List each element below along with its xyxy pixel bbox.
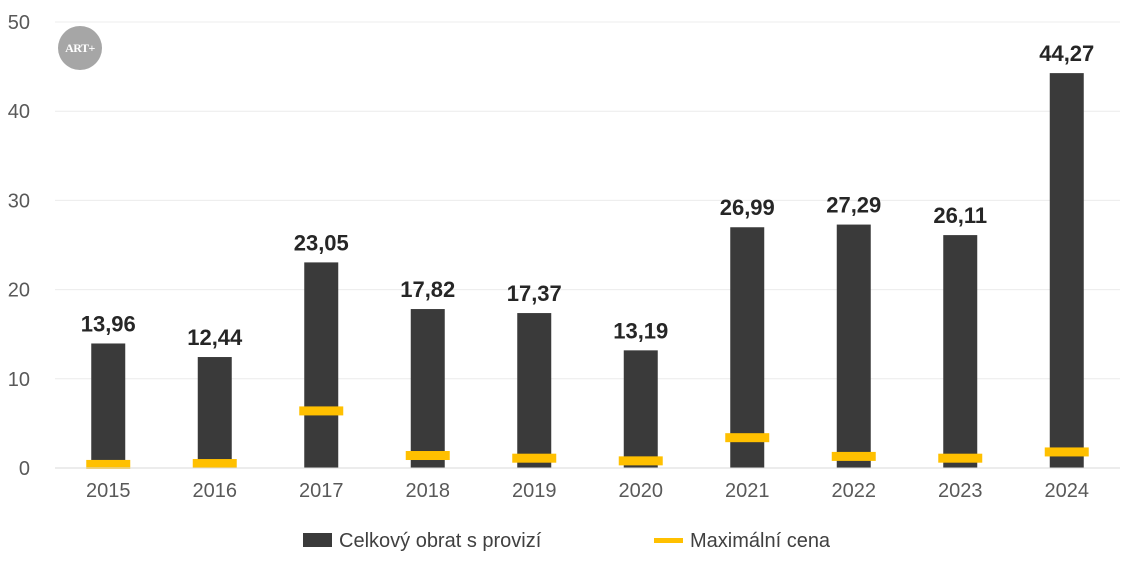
y-axis-ticks: 0 10 20 30 40 50 — [8, 12, 30, 480]
bar — [943, 235, 978, 468]
legend-item-max-price: Maximální cena — [654, 530, 831, 552]
data-label: 27,29 — [826, 193, 881, 218]
data-label: 17,82 — [400, 277, 455, 302]
bars — [91, 73, 1084, 468]
data-label: 26,11 — [933, 203, 987, 228]
bar — [91, 343, 126, 468]
gridlines — [55, 21, 1120, 380]
bar — [836, 224, 871, 468]
bar — [410, 309, 445, 468]
max-price-marker — [86, 459, 131, 469]
logo-text: ART+ — [65, 41, 95, 55]
data-label: 26,99 — [720, 195, 775, 220]
max-price-marker — [512, 453, 557, 463]
max-price-markers — [86, 406, 1089, 469]
max-price-marker — [299, 406, 344, 416]
max-price-marker — [192, 459, 237, 469]
max-price-marker — [831, 451, 876, 461]
logo-circle — [58, 26, 102, 70]
y-tick-label: 30 — [8, 190, 30, 212]
y-tick-label: 20 — [8, 280, 30, 302]
x-tick-label: 2023 — [938, 480, 983, 502]
data-labels: 13,96 12,44 23,05 17,82 17,37 13,19 26,99 27,29… — [81, 41, 1095, 350]
bar — [730, 227, 765, 468]
legend-item-turnover: Celkový obrat s provizí — [303, 530, 542, 552]
x-tick-label: 2018 — [406, 480, 451, 502]
x-tick-label: 2016 — [193, 480, 238, 502]
bar — [197, 357, 232, 468]
max-price-marker — [938, 453, 983, 463]
y-tick-label: 0 — [19, 458, 30, 480]
bar — [623, 350, 658, 468]
data-label: 44,27 — [1039, 41, 1094, 66]
data-label: 12,44 — [187, 325, 243, 350]
y-tick-label: 40 — [8, 101, 30, 123]
data-label: 13,96 — [81, 311, 136, 336]
x-tick-label: 2022 — [832, 480, 877, 502]
logo: ART+ — [58, 26, 102, 70]
x-tick-label: 2020 — [619, 480, 664, 502]
y-tick-label: 10 — [8, 369, 30, 391]
bar — [304, 262, 339, 468]
legend-swatch-max-price — [654, 538, 683, 543]
x-tick-label: 2015 — [86, 480, 131, 502]
x-axis-ticks: 2015 2016 2017 2018 2019 2020 2021 2022 2023 2024 — [86, 480, 1089, 502]
data-label: 17,37 — [507, 281, 562, 306]
max-price-marker — [725, 433, 770, 443]
max-price-marker — [405, 451, 450, 461]
legend-swatch-turnover — [303, 533, 332, 547]
max-price-marker — [618, 456, 663, 466]
x-tick-label: 2017 — [299, 480, 344, 502]
bar — [1049, 73, 1084, 468]
legend-label-turnover: Celkový obrat s provizí — [339, 530, 542, 552]
x-tick-label: 2019 — [512, 480, 557, 502]
x-tick-label: 2024 — [1045, 480, 1090, 502]
max-price-marker — [1044, 447, 1089, 457]
legend: Celkový obrat s provizí Maximální cena — [303, 530, 831, 552]
bar — [517, 313, 552, 468]
data-label: 23,05 — [294, 230, 349, 255]
data-label: 13,19 — [613, 318, 668, 343]
legend-label-max-price: Maximální cena — [690, 530, 831, 552]
x-tick-label: 2021 — [725, 480, 770, 502]
y-tick-label: 50 — [8, 12, 30, 34]
